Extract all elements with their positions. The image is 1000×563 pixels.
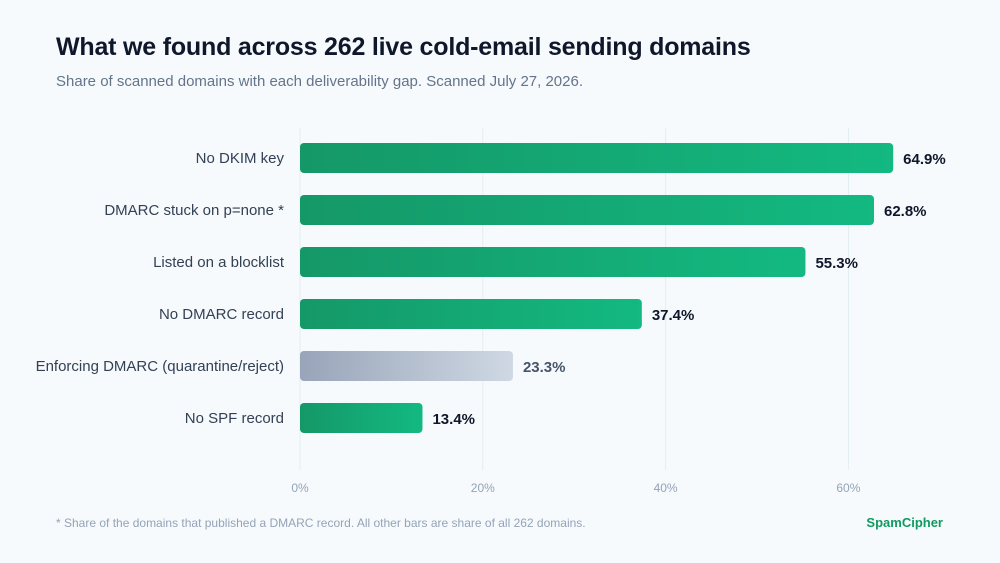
category-label: No DMARC record [159,306,284,323]
bar [300,247,806,277]
data-label: 55.3% [815,255,858,272]
x-tick-label: 0% [291,481,309,495]
data-label: 64.9% [903,151,946,168]
bar [300,195,874,225]
data-label: 62.8% [884,203,927,220]
category-label: DMARC stuck on p=none * [104,202,284,219]
bar [300,403,423,433]
chart-title: What we found across 262 live cold-email… [56,33,751,61]
data-label: 37.4% [652,307,695,324]
x-tick-label: 20% [471,481,495,495]
bar [300,299,642,329]
bar [300,143,894,173]
x-tick-label: 40% [654,481,678,495]
bars: No DKIM key 64.9% DMARC stuck on p=none * 6… [36,143,946,433]
x-tick-label: 60% [836,481,860,495]
category-label: No SPF record [185,410,284,427]
footnote: * Share of the domains that published a … [56,516,586,530]
bar [300,351,513,381]
category-label: No DKIM key [196,150,285,167]
x-axis: 0% 20% 40% 60% [291,481,860,495]
data-label: 23.3% [523,359,566,376]
category-label: Enforcing DMARC (quarantine/reject) [36,358,284,375]
chart-subtitle: Share of scanned domains with each deliv… [56,73,583,90]
data-label: 13.4% [432,411,475,428]
brand-logo-text: SpamCipher [866,515,943,530]
category-label: Listed on a blocklist [153,254,285,271]
